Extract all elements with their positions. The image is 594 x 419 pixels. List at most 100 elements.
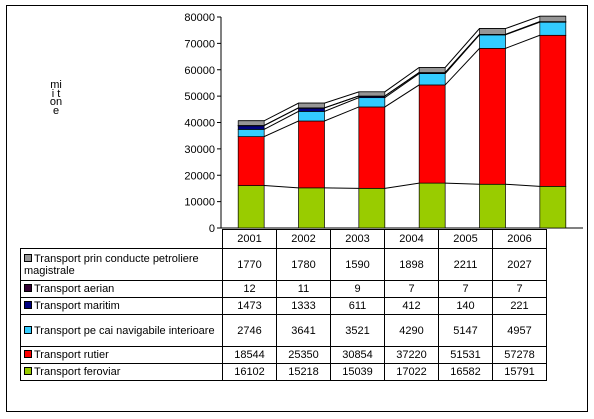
- bar-segment-2001-s2: [237, 129, 265, 137]
- table-cell-value: 7: [384, 280, 439, 298]
- series-line-3: [238, 21, 566, 126]
- y-tick-label: 50000: [184, 91, 215, 103]
- table-cell-value: 1780: [276, 248, 331, 281]
- legend-swatch: [24, 367, 32, 375]
- table-row: Transport maritim 1473 1333 611 412 140 221: [20, 297, 547, 315]
- table-cell-value: 3521: [330, 314, 385, 347]
- legend-entry: Transport feroviar: [20, 363, 223, 381]
- table-cell-value: 9: [330, 280, 385, 298]
- y-tick-label: 80000: [184, 12, 215, 24]
- y-tick-label: 0: [209, 223, 215, 235]
- bar-segment-2002-s0: [298, 187, 325, 229]
- bar-segment-2004-s1: [418, 84, 446, 184]
- bar-segment-2005-s2: [479, 34, 506, 49]
- bar-segment-2003-s5: [358, 91, 386, 97]
- bar-segment-2003-s0: [358, 187, 386, 229]
- table-header-row: 2001 2002 2003 2004 2005 2006: [21, 229, 547, 249]
- bar-segment-2003-s2: [358, 97, 386, 108]
- table-cell-value: 17022: [384, 363, 439, 381]
- table-cell-value: 15791: [492, 363, 547, 381]
- bar-segment-2004-s2: [418, 73, 446, 86]
- legend-label: Transport prin conducte petroliere magis…: [24, 252, 199, 277]
- category-label: 2004: [384, 229, 439, 249]
- table-cell-value: 2027: [492, 248, 547, 281]
- y-tick-label: 40000: [184, 118, 215, 130]
- table-cell-value: 1770: [222, 248, 277, 281]
- table-corner: [21, 230, 223, 249]
- table-cell-value: 1590: [330, 248, 385, 281]
- bar-segment-2002-s5: [298, 102, 325, 109]
- legend-entry: Transport maritim: [20, 297, 223, 315]
- table-cell-value: 51531: [438, 346, 493, 364]
- data-table: 2001 2002 2003 2004 2005 2006 Transport prin c…: [20, 229, 547, 381]
- series-line-1: [238, 34, 566, 138]
- legend-swatch: [24, 325, 32, 334]
- table-cell-value: 5147: [438, 314, 493, 347]
- y-tick-label: 30000: [184, 144, 215, 156]
- table-cell-value: 2211: [438, 248, 493, 281]
- series-line-0: [238, 182, 566, 189]
- legend-label: Transport pe cai navigabile interioare: [34, 324, 215, 337]
- table-cell-value: 1898: [384, 248, 439, 281]
- bar-segment-2006-s5: [539, 15, 567, 22]
- table-cell-value: 30854: [330, 346, 385, 364]
- legend-entry: Transport pe cai navigabile interioare: [20, 314, 223, 347]
- bar-segment-2006-s1: [539, 34, 567, 187]
- bar-segment-2005-s5: [479, 28, 506, 35]
- legend-swatch: [24, 284, 32, 292]
- table-row: Transport feroviar 16102 15218 15039 17022 16…: [20, 363, 547, 381]
- table-cell-value: 1473: [222, 297, 277, 315]
- table-row: Transport pe cai navigabile interioare 27…: [20, 314, 547, 347]
- bar-segment-2006-s2: [539, 21, 567, 36]
- bar-segment-2006-s0: [539, 186, 567, 229]
- y-tick-label: 60000: [184, 65, 215, 77]
- table-cell-value: 4957: [492, 314, 547, 347]
- table-cell-value: 11: [276, 280, 331, 298]
- table-cell-value: 412: [384, 297, 439, 315]
- bar-segment-2005-s0: [479, 183, 506, 229]
- category-label: 2003: [330, 229, 385, 249]
- y-tick-label: 20000: [184, 170, 215, 182]
- bar-segment-2004-s5: [418, 67, 446, 73]
- table-cell-value: 611: [330, 297, 385, 315]
- table-row: Transport prin conducte petroliere magis…: [20, 248, 547, 281]
- table-cell-value: 18544: [222, 346, 277, 364]
- category-label: 2002: [276, 229, 331, 249]
- table-cell-value: 4290: [384, 314, 439, 347]
- table-cell-value: 37220: [384, 346, 439, 364]
- legend-swatch: [24, 301, 32, 309]
- category-label: 2006: [492, 229, 547, 249]
- legend-label: Transport feroviar: [34, 366, 121, 378]
- table-cell-value: 15218: [276, 363, 331, 381]
- y-tick-label: 70000: [184, 38, 215, 50]
- bar-segment-2003-s1: [358, 106, 386, 189]
- y-tick-label: 10000: [184, 197, 215, 209]
- table-cell-value: 2746: [222, 314, 277, 347]
- legend-label: Transport rutier: [34, 349, 109, 361]
- legend-swatch: [24, 350, 32, 358]
- y-axis-label: mii tone: [49, 79, 63, 118]
- table-cell-value: 16582: [438, 363, 493, 381]
- bar-segment-2004-s0: [418, 182, 446, 229]
- table-cell-value: 7: [438, 280, 493, 298]
- table-cell-value: 15039: [330, 363, 385, 381]
- series-line-5: [238, 15, 566, 122]
- table-cell-value: 221: [492, 297, 547, 315]
- category-label: 2005: [438, 229, 493, 249]
- table-cell-value: 16102: [222, 363, 277, 381]
- table-cell-value: 12: [222, 280, 277, 298]
- series-line-4: [238, 21, 566, 126]
- bar-segment-2002-s1: [298, 120, 325, 189]
- legend-entry: Transport aerian: [20, 280, 223, 298]
- bar-segment-2005-s1: [479, 48, 506, 185]
- chart-frame: [6, 5, 588, 412]
- legend-label: Transport aerian: [34, 283, 115, 295]
- table-cell-value: 1333: [276, 297, 331, 315]
- legend-entry: Transport prin conducte petroliere magis…: [20, 248, 223, 281]
- legend-swatch: [24, 253, 32, 262]
- table-cell-value: 140: [438, 297, 493, 315]
- table-row: Transport rutier 18544 25350 30854 37220 5153…: [20, 346, 547, 364]
- category-label: 2001: [222, 229, 277, 249]
- table-cell-value: 3641: [276, 314, 331, 347]
